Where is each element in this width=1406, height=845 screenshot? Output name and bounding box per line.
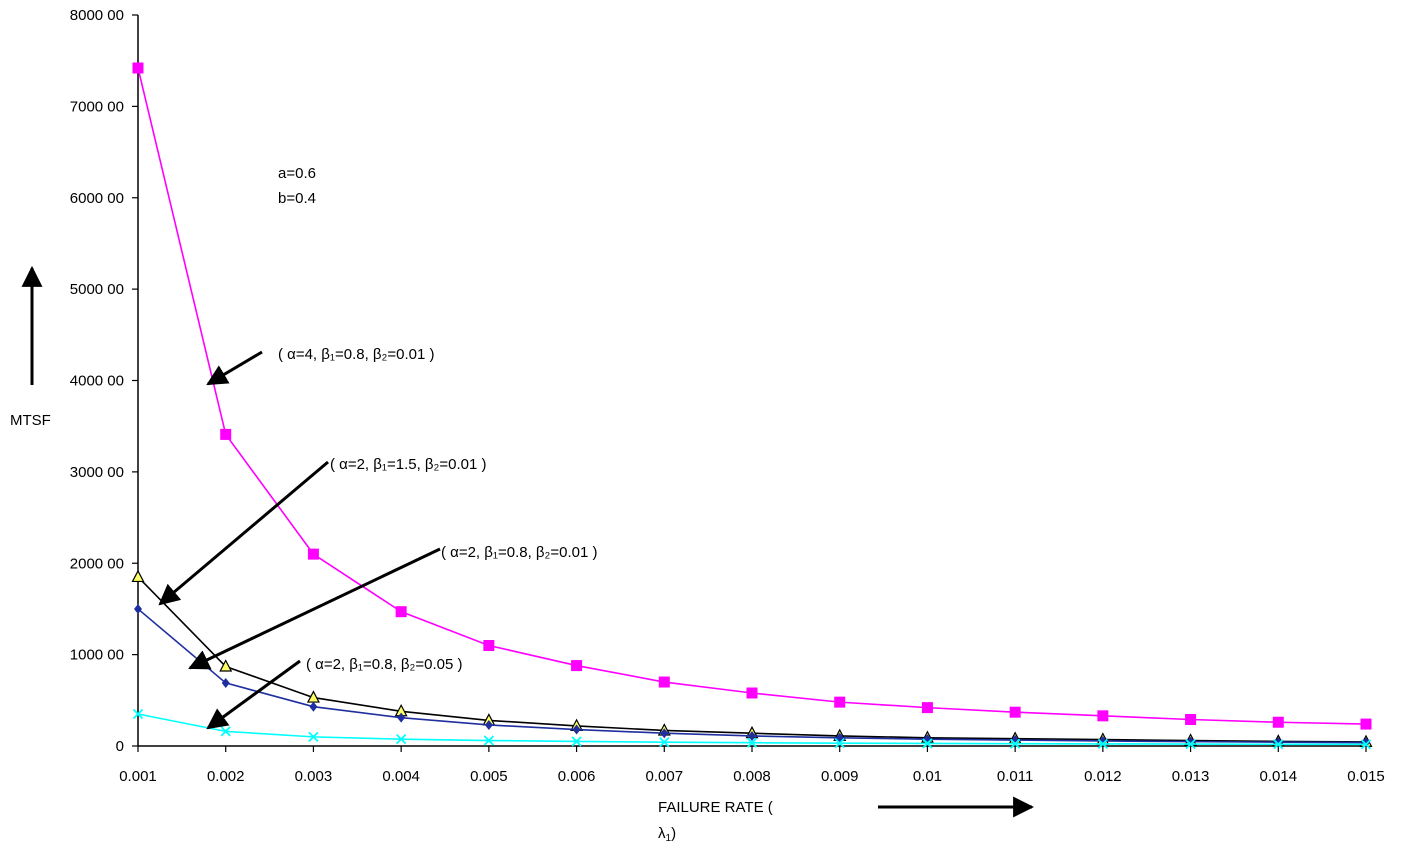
data-point: [1185, 714, 1197, 726]
data-point: [1097, 710, 1109, 722]
x-axis-label: FAILURE RATE (: [658, 799, 773, 816]
y-ticks: 0 1000 00 2000 00 3000 00 4000 00 5000 00 6000…: [70, 7, 138, 755]
x-ticks: 0.001 0.002 0.003 0.004 0.005 0.006 0.007 0.008…: [119, 746, 1385, 785]
x-axis-symbol: λ: [658, 825, 666, 842]
x-tick-label: 0.013: [1172, 768, 1210, 785]
param-a-label: a=0.6: [278, 165, 316, 182]
x-tick-label: 0.004: [382, 768, 420, 785]
data-point: [220, 428, 232, 440]
param-b-label: b=0.4: [278, 190, 316, 207]
data-point: [1010, 738, 1021, 749]
data-point: [134, 603, 142, 614]
x-tick-label: 0.002: [207, 768, 245, 785]
series-layer: [131, 62, 1373, 750]
x-tick-label: 0.006: [558, 768, 596, 785]
y-tick-label: 3000 00: [70, 464, 124, 481]
x-tick-label: 0.008: [733, 768, 771, 785]
data-point: [659, 737, 670, 748]
data-point: [131, 569, 145, 583]
x-tick-label: 0.015: [1347, 768, 1385, 785]
data-point: [483, 735, 494, 746]
annotation-arrow: [188, 547, 441, 670]
data-point: [1009, 706, 1021, 718]
annotation-arrow: [206, 659, 301, 730]
y-tick-label: 1000 00: [70, 647, 124, 664]
x-tick-label: 0.007: [646, 768, 684, 785]
annotations: ( α=4, β₁=0.8, β₂=0.01 ) ( α=2, β₁=1.5, β…: [158, 346, 597, 730]
y-tick-label: 4000 00: [70, 373, 124, 390]
data-point: [1272, 716, 1284, 728]
y-tick-label: 2000 00: [70, 555, 124, 572]
data-point: [132, 708, 144, 720]
series-line: [137, 608, 1367, 744]
data-point: [1360, 718, 1372, 730]
data-point: [395, 606, 407, 618]
data-point: [571, 736, 582, 747]
data-point: [921, 702, 933, 714]
x-tick-label: 0.003: [295, 768, 333, 785]
y-tick-label: 0: [116, 738, 124, 755]
data-point: [308, 731, 319, 742]
series-1-annotation: ( α=4, β₁=0.8, β₂=0.01 ): [278, 346, 434, 363]
data-point: [660, 728, 669, 739]
data-point: [1097, 738, 1108, 750]
data-point: [396, 734, 407, 745]
data-point: [571, 660, 583, 672]
x-axis-symbol-sub: 1: [666, 833, 672, 844]
x-tick-label: 0.001: [119, 768, 157, 785]
data-point: [746, 737, 758, 748]
x-tick-label: 0.009: [821, 768, 859, 785]
data-point: [572, 724, 581, 735]
y-tick-label: 7000 00: [70, 98, 124, 115]
x-tick-label: 0.014: [1260, 768, 1298, 785]
series-3-annotation: ( α=2, β₁=0.8, β₂=0.01 ): [441, 544, 597, 561]
annotation-arrow: [158, 460, 329, 606]
data-point: [309, 701, 318, 712]
x-axis-label-symbol: λ1): [658, 825, 676, 844]
axes: [137, 15, 1366, 747]
x-axis-close-paren: ): [671, 825, 676, 842]
y-tick-label: 6000 00: [70, 190, 124, 207]
data-point: [132, 62, 144, 74]
data-point: [1273, 739, 1284, 750]
series-line: [137, 67, 1367, 725]
data-point: [748, 730, 756, 741]
data-point: [922, 738, 933, 749]
series-1: [132, 62, 1372, 730]
data-point: [834, 738, 845, 749]
x-tick-label: 0.01: [913, 768, 942, 785]
y-tick-label: 8000 00: [70, 7, 124, 24]
annotation-arrow: [206, 350, 263, 386]
data-point: [658, 676, 670, 688]
data-point: [746, 687, 758, 699]
x-tick-label: 0.011: [997, 768, 1033, 785]
series-4: [132, 708, 1372, 750]
data-point: [834, 696, 846, 708]
y-axis-label: MTSF: [10, 412, 51, 429]
data-point: [483, 639, 495, 651]
y-tick-label: 5000 00: [70, 281, 124, 298]
series-4-annotation: ( α=2, β₁=0.8, β₂=0.05 ): [306, 656, 462, 673]
params-text: a=0.6 b=0.4: [278, 165, 316, 207]
data-point: [397, 712, 406, 723]
x-tick-label: 0.005: [470, 768, 508, 785]
y-axis-label-group: MTSF: [10, 265, 51, 429]
data-point: [1185, 738, 1196, 750]
series-2-annotation: ( α=2, β₁=1.5, β₂=0.01 ): [330, 456, 486, 473]
data-point: [484, 719, 493, 730]
x-axis-label-group: FAILURE RATE ( λ1): [658, 796, 1035, 844]
data-point: [221, 677, 230, 688]
data-point: [307, 548, 319, 560]
x-tick-label: 0.012: [1084, 768, 1122, 785]
data-point: [1360, 739, 1372, 750]
data-point: [219, 659, 233, 672]
